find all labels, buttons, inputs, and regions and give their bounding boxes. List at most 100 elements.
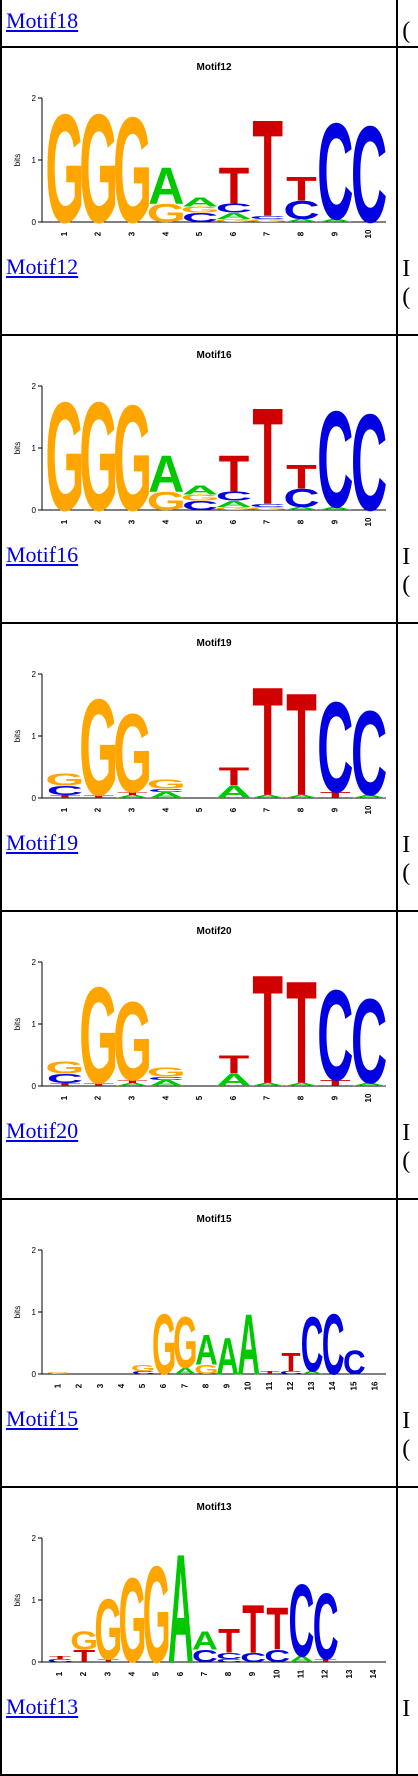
logo-letter-c: C xyxy=(47,783,83,797)
x-tick-label: 9 xyxy=(223,1383,232,1388)
y-axis-label: bits xyxy=(13,1306,22,1318)
x-tick-label: 4 xyxy=(161,231,170,236)
x-tick-label: 6 xyxy=(229,519,238,524)
logo-letter-t: T xyxy=(286,952,317,1115)
logo-letter-g: G xyxy=(45,770,84,789)
logo-letter-g: G xyxy=(46,1372,70,1375)
motif-link[interactable]: Motif19 xyxy=(6,830,79,855)
y-tick-label: 0 xyxy=(32,506,37,515)
x-tick-label: 2 xyxy=(94,519,103,524)
y-axis-label: bits xyxy=(13,1594,22,1606)
x-tick-label: 10 xyxy=(364,517,373,526)
x-tick-label: 8 xyxy=(224,1671,233,1676)
side-text: ( xyxy=(402,860,411,886)
motif-row: Motif20 0 1 2 bits 1 T C G 2 T G 3 A T G 4 A C G 5 6 A T 7 A T 8 A T 9… xyxy=(0,910,418,1200)
motif-link[interactable]: Motif15 xyxy=(6,1406,79,1431)
logo-letter-t: T xyxy=(320,790,351,800)
logo-letter-g: G xyxy=(79,958,118,1112)
logo-letter-t: T xyxy=(50,794,81,799)
logo-letter-c: C xyxy=(280,1370,303,1375)
logo-letter-a: A xyxy=(283,506,319,511)
side-text: I xyxy=(402,832,411,858)
y-tick-label: 0 xyxy=(32,1370,37,1379)
logo-letter-a: A xyxy=(351,794,387,799)
motif-row: Motif19 0 1 2 bits 1 T C G 2 T G 3 A T G 4 A C G 5 6 A T 7 A T 8 A T 9… xyxy=(0,622,418,912)
side-cell: I( xyxy=(396,334,418,624)
logo-letter-t: T xyxy=(218,1622,240,1660)
logo-letter-c: C xyxy=(182,498,218,512)
motif-link[interactable]: Motif13 xyxy=(6,1694,79,1719)
y-tick-label: 0 xyxy=(32,218,37,227)
side-text: I xyxy=(402,544,411,570)
logo-letter-t: T xyxy=(117,1079,148,1084)
x-tick-label: 6 xyxy=(159,1383,168,1388)
logo-letter-c: C xyxy=(148,1076,184,1081)
motif-link-top[interactable]: Motif18 xyxy=(6,8,79,33)
x-tick-label: 15 xyxy=(349,1381,358,1390)
side-text: ( xyxy=(402,284,411,310)
logo-letter-g: G xyxy=(45,83,84,255)
y-tick-label: 2 xyxy=(32,670,37,679)
x-tick-label: 5 xyxy=(138,1383,147,1388)
motif-logo: Motif12 0 1 2 bits 1 G 2 G 3 G 4 G A 5 C G A 6 G A C T 7 G C T 8 A C T… xyxy=(6,52,394,262)
logo-letter-t: T xyxy=(320,1078,351,1088)
logo-letter-g: G xyxy=(79,83,118,255)
x-tick-label: 13 xyxy=(307,1381,316,1390)
side-cell: I( xyxy=(396,622,418,912)
logo-letter-c: C xyxy=(351,973,387,1109)
x-tick-label: 10 xyxy=(364,229,373,238)
logo-letter-c: C xyxy=(317,962,353,1107)
logo-letter-a: A xyxy=(195,1326,218,1374)
logo-letter-c: C xyxy=(351,685,387,821)
logo-title: Motif20 xyxy=(197,926,232,937)
logo-letter-g: G xyxy=(214,506,253,511)
logo-letter-t: T xyxy=(252,944,283,1116)
logo-letter-a: A xyxy=(148,445,184,503)
x-tick-label: 8 xyxy=(297,519,306,524)
logo-letter-c: C xyxy=(313,1574,339,1680)
motif-cell: Motif19 0 1 2 bits 1 T C G 2 T G 3 A T G 4 A C G 5 6 A T 7 A T 8 A T 9… xyxy=(0,622,399,912)
logo-letter-a: A xyxy=(148,790,184,800)
logo-letter-g: G xyxy=(45,1058,84,1077)
x-tick-label: 5 xyxy=(195,519,204,524)
x-tick-label: 10 xyxy=(244,1381,253,1390)
y-tick-label: 1 xyxy=(32,1308,37,1317)
logo-letter-a: A xyxy=(174,1366,197,1376)
motif-logo: Motif15 0 1 2 bits 1 G 2 3 4 5 C G 6 G 7 A G 8 G A 9 A 10 A 11 T 12… xyxy=(6,1204,394,1414)
y-tick-label: 2 xyxy=(32,382,37,391)
logo-letter-a: A xyxy=(148,157,184,215)
y-tick-label: 2 xyxy=(32,1246,37,1255)
y-tick-label: 2 xyxy=(32,958,37,967)
x-tick-label: 7 xyxy=(180,1383,189,1388)
x-tick-label: 10 xyxy=(364,805,373,814)
x-tick-label: 2 xyxy=(75,1383,84,1388)
logo-letter-a: A xyxy=(283,1082,319,1087)
logo-letter-g: G xyxy=(113,979,152,1104)
x-tick-label: 1 xyxy=(60,231,69,236)
x-tick-label: 4 xyxy=(161,519,170,524)
logo-letter-c: C xyxy=(317,94,353,248)
x-tick-label: 9 xyxy=(330,519,339,524)
x-tick-label: 9 xyxy=(248,1671,257,1676)
logo-letter-t: T xyxy=(252,656,283,828)
logo-letter-g: G xyxy=(181,205,220,215)
motif-link[interactable]: Motif16 xyxy=(6,542,79,567)
x-tick-label: 4 xyxy=(161,807,170,812)
logo-letter-c: C xyxy=(351,385,387,539)
logo-letter-t: T xyxy=(117,791,148,796)
motif-link[interactable]: Motif20 xyxy=(6,1118,79,1143)
x-tick-label: 1 xyxy=(60,807,69,812)
logo-letter-g: G xyxy=(147,1065,186,1079)
logo-letter-c: C xyxy=(182,210,218,224)
logo-letter-t: T xyxy=(260,1370,280,1375)
x-tick-label: 6 xyxy=(229,1095,238,1100)
motif-link[interactable]: Motif12 xyxy=(6,254,79,279)
motif-row: Motif15 0 1 2 bits 1 G 2 3 4 5 C G 6 G 7 A G 8 G A 9 A 10 A 11 T 12… xyxy=(0,1198,418,1488)
logo-letter-c: C xyxy=(322,1296,345,1393)
y-tick-label: 2 xyxy=(32,1534,37,1543)
logo-letter-c: C xyxy=(343,1343,366,1382)
x-tick-label: 2 xyxy=(79,1671,88,1676)
logo-letter-t: T xyxy=(252,379,283,533)
logo-letter-a: A xyxy=(317,218,353,223)
logo-letter-g: G xyxy=(131,1363,155,1373)
